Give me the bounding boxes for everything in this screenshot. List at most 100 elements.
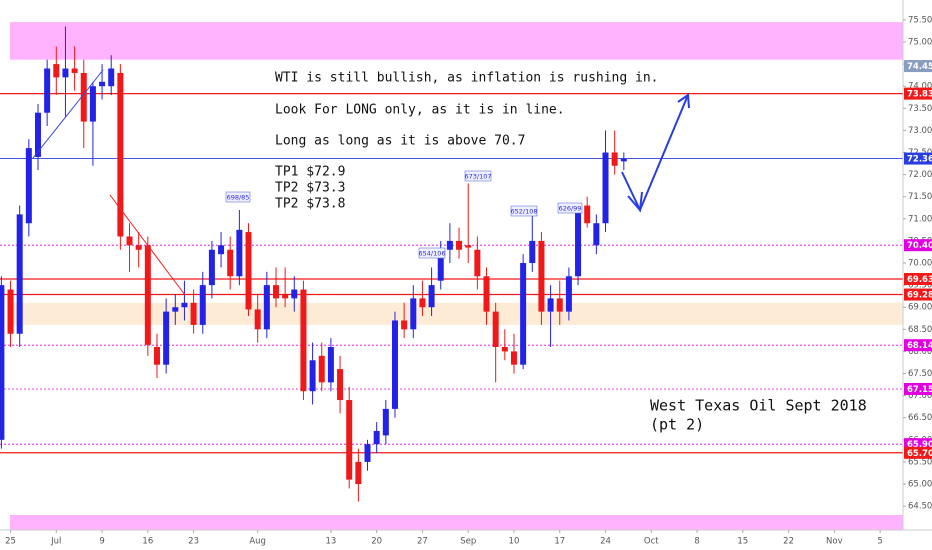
candle-body	[89, 86, 96, 122]
tag: 654/106	[418, 247, 446, 259]
candle-body	[611, 152, 618, 166]
axes: 64.50065.00065.50066.00066.50067.00067.5…	[5, 15, 932, 546]
y-tick-label: 66.500	[908, 413, 932, 423]
candle-body	[520, 263, 527, 365]
x-tick-label: 16	[142, 537, 153, 547]
candle-body	[16, 214, 23, 334]
price-tag	[904, 339, 932, 352]
candle-body	[208, 249, 215, 286]
x-tick-label: 13	[325, 537, 336, 547]
candle-body	[53, 64, 60, 78]
price-tag-label: 73.832	[907, 90, 932, 100]
y-tick-label: 73.500	[908, 104, 932, 114]
annotation: TP2 $73.3	[275, 181, 345, 196]
price-tag-label: 69.287	[907, 291, 932, 301]
price-tags: 74.455 73.832 72.363 70.403 69.638 69.287 68.1…	[904, 60, 932, 459]
candle-body	[556, 298, 563, 312]
y-tick-label: 69.500	[908, 281, 932, 291]
zone	[10, 302, 903, 325]
y-tick-label: 67.500	[908, 369, 932, 379]
price-tag-label: 69.638	[907, 275, 932, 285]
candle-body	[71, 68, 78, 73]
x-tick-label: 15	[737, 537, 748, 547]
candle-body	[62, 68, 69, 78]
candle-body	[401, 320, 408, 330]
price-tag-label: 65.901	[907, 440, 932, 450]
price-tag	[904, 288, 932, 301]
candle-body	[282, 293, 289, 299]
projection-arrow	[621, 94, 689, 213]
candle-body	[474, 249, 481, 277]
tag: 673/107	[464, 170, 492, 182]
candle-body	[245, 232, 252, 310]
y-tick-label: 75.000	[908, 37, 932, 47]
annotation: WTI is still bullish, as inflation is ru…	[275, 71, 659, 86]
annotation: Long as long as it is above 70.7	[275, 134, 525, 149]
zones	[10, 22, 903, 530]
y-tick-label: 65.000	[908, 480, 932, 490]
candle-body	[117, 72, 124, 237]
price-tag	[904, 60, 932, 73]
trend-line	[32, 69, 104, 159]
candle-body	[437, 249, 444, 281]
y-tick-label: 70.000	[908, 259, 932, 269]
candle-body	[391, 320, 398, 409]
candle-body	[25, 148, 32, 224]
y-tick-label: 75.500	[908, 15, 932, 25]
y-tick-label: 74.000	[908, 82, 932, 92]
price-tag	[904, 382, 932, 395]
candle-body	[575, 209, 582, 277]
y-tick-label: 68.500	[908, 325, 932, 335]
candle-body	[80, 72, 87, 122]
candle-body	[236, 229, 243, 277]
x-tick-label: 20	[371, 537, 382, 547]
candle-body	[263, 285, 270, 330]
x-tick-label: Sep	[460, 537, 476, 547]
x-tick-label: Jul	[50, 537, 61, 547]
candle-body	[584, 205, 591, 224]
x-tick-label: 27	[417, 537, 428, 547]
candle-body	[0, 285, 5, 440]
price-tag-label: 72.363	[907, 155, 932, 165]
candle-body	[291, 289, 298, 299]
candle-body	[218, 245, 225, 255]
y-tick-label: 64.500	[908, 502, 932, 512]
candle-body	[529, 240, 536, 264]
y-tick-label: 73.000	[908, 126, 932, 136]
candle-body	[108, 68, 115, 87]
candle-body	[272, 285, 279, 299]
candle-body	[538, 240, 545, 312]
candle-body	[547, 298, 554, 312]
candle-body	[144, 245, 151, 345]
candle-body	[593, 223, 600, 246]
candle-body	[190, 302, 197, 325]
candle-body	[355, 461, 362, 485]
candle-body	[337, 369, 344, 401]
price-tag	[904, 239, 932, 252]
arrow-head	[627, 191, 643, 213]
y-tick-label: 72.000	[908, 170, 932, 180]
candle-body	[99, 81, 106, 87]
candle-body	[300, 289, 307, 392]
candle-body	[172, 307, 179, 312]
y-tick-label: 71.000	[908, 214, 932, 224]
candle-body	[483, 276, 490, 312]
x-tick-label: 8	[694, 537, 699, 547]
annotation: TP1 $72.9	[275, 165, 345, 180]
tag: 698/85	[225, 191, 251, 203]
x-tick-label: Nov	[826, 537, 843, 547]
candle-body	[510, 351, 517, 365]
annotation: West Texas Oil Sept 2018	[650, 397, 867, 415]
x-tick-label: Oct	[644, 537, 659, 547]
candle-body	[492, 311, 499, 347]
x-tick-label: 5	[877, 537, 882, 547]
candle-body	[373, 430, 380, 445]
x-tick-label: 22	[783, 537, 794, 547]
zone	[10, 514, 903, 530]
candle-body	[181, 302, 188, 308]
candle-body	[254, 309, 261, 330]
candle-body	[227, 249, 234, 277]
candle-body	[446, 240, 453, 250]
annotation: (pt 2)	[650, 416, 704, 434]
price-tag	[904, 87, 932, 100]
